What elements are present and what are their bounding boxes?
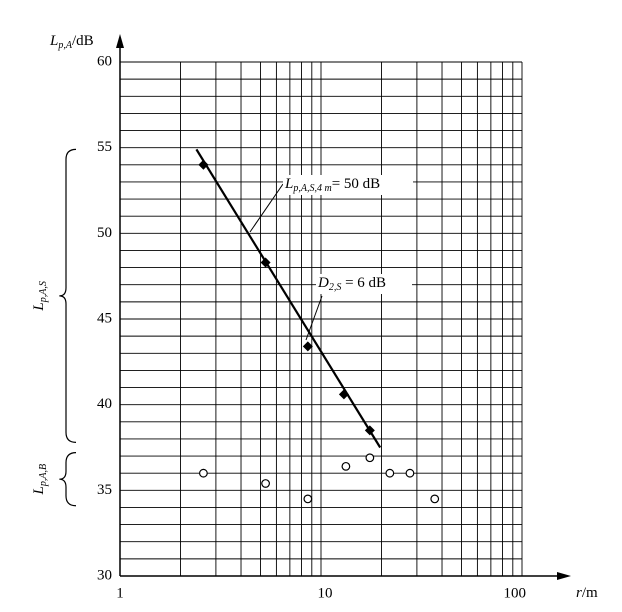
y-axis-label-sub: p,A [57,40,73,51]
fit-line [195,148,382,449]
brace [59,148,77,443]
y-tick-label: 60 [97,53,112,69]
annotation-sub: 2,S [329,282,342,293]
diamond-point [260,257,271,268]
annotation-sub: p,A,S,4 m [292,183,331,194]
annotation: D2,S = 6 dB [317,275,386,293]
open-point [405,468,415,478]
x-axis-label-suffix: /m [582,585,598,601]
brace-label: Lp,A,B [31,464,49,496]
open-point [261,479,270,488]
y-axis-label: Lp,A/dB [49,33,94,51]
leader-line [305,295,323,341]
x-axis-label: r/m [576,585,598,601]
x-axis-arrow [557,572,571,580]
annotation-suffix: = 50 dB [332,176,380,192]
leader-line [249,183,284,233]
y-axis-label-suffix: /dB [72,33,94,49]
annotation-main: D [317,275,329,291]
open-point [341,461,351,471]
open-point [199,468,208,478]
annotation-suffix: = 6 dB [341,275,386,291]
y-tick-label: 40 [97,396,112,412]
annotation-bg [283,175,413,195]
annotation-bg [316,274,412,294]
x-tick-label: 10 [318,585,333,601]
brace-label-sub: p,A,S [38,281,49,303]
x-axis-label-main: r [576,585,582,601]
y-tick-label: 35 [97,482,112,498]
y-tick-label: 50 [97,225,112,241]
x-tick-label: 100 [504,585,527,601]
y-axis-arrow [116,34,124,48]
diamond-point [338,389,349,400]
x-tick-label: 1 [116,585,124,601]
y-axis-label-main: L [49,33,58,49]
y-tick-label: 45 [97,310,112,326]
brace [59,452,77,507]
diamond-point [302,341,313,352]
brace-label-main: L [31,302,47,311]
y-tick-label: 30 [97,567,112,583]
diamond-point [198,159,209,170]
brace-label: Lp,A,S [31,281,49,311]
open-point [385,468,395,478]
annotation: Lp,A,S,4 m= 50 dB [284,176,380,194]
brace-label-sub: p,A,B [38,464,49,487]
open-point [303,494,313,504]
annotation-main: L [284,176,293,192]
open-point [430,494,440,504]
diamond-point [364,425,375,436]
y-tick-label: 55 [97,139,112,155]
brace-label-main: L [31,486,47,495]
open-point [365,453,375,463]
